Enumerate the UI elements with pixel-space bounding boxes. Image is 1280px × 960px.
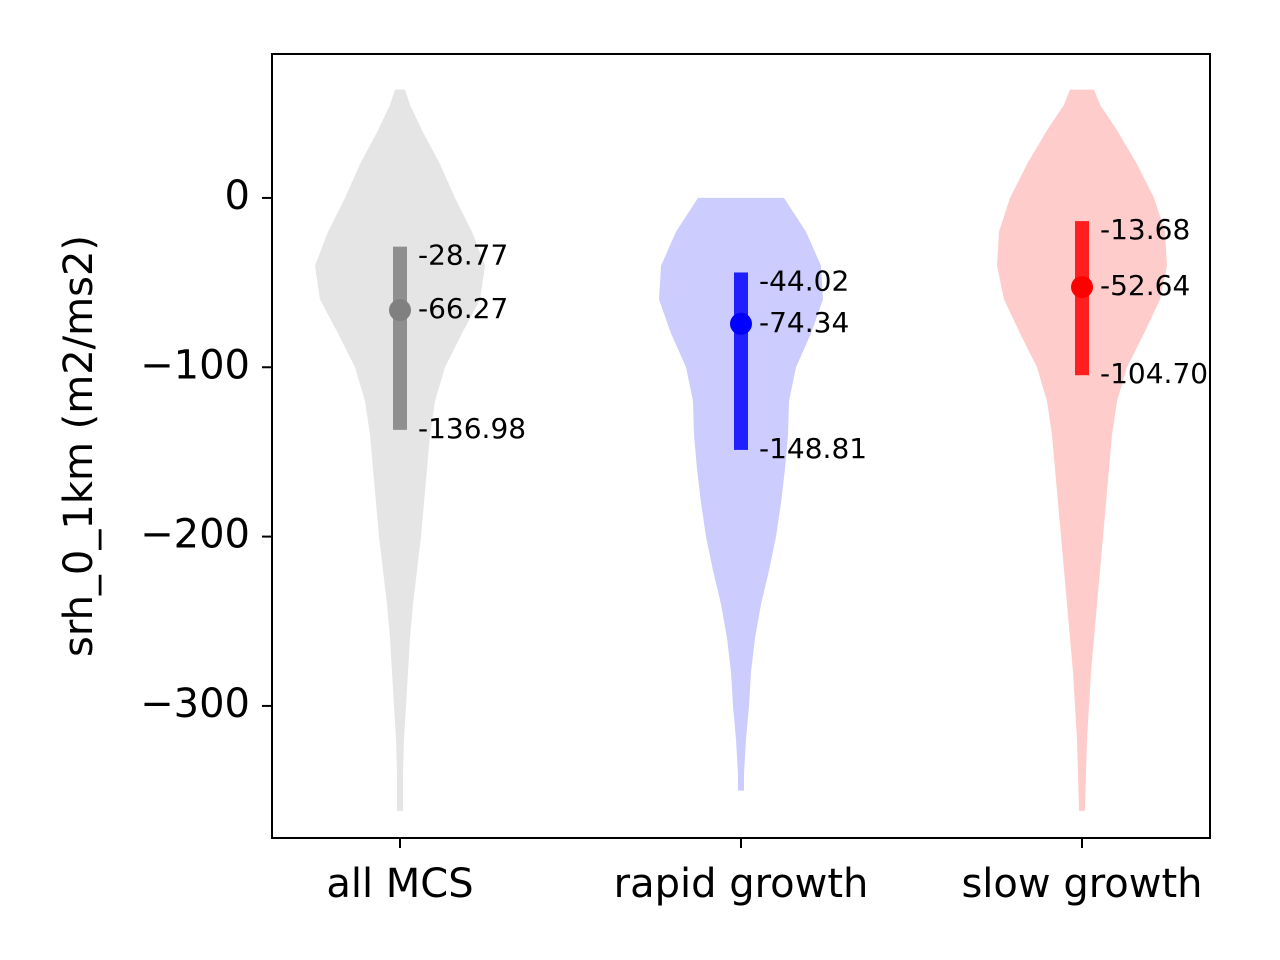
quantile-bar [734,272,748,450]
x-tick-label: rapid growth [614,861,869,907]
upper-quantile-label: -13.68 [1100,213,1190,246]
x-axis: all MCS rapid growth slow growth [326,838,1203,907]
y-tick-label: −100 [140,342,250,388]
median-label: -74.34 [759,306,849,339]
median-point [1071,276,1093,299]
violins [315,89,1167,811]
median-label: -66.27 [418,292,508,325]
lower-quantile-label: -148.81 [759,432,867,465]
upper-quantile-label: -44.02 [759,264,849,297]
y-tick-label: −200 [140,512,250,558]
y-tick-label: −300 [140,681,250,727]
quantile-bar [1075,221,1089,376]
lower-quantile-label: -136.98 [418,412,526,445]
quantile-bar [393,246,407,430]
y-axis-label: srh_0_1km (m2/ms2) [56,235,102,657]
upper-quantile-label: -28.77 [418,239,508,272]
median-label: -52.64 [1100,269,1190,302]
violin-body [315,89,485,811]
violin-body [997,89,1167,811]
y-tick-label: 0 [225,173,250,219]
y-axis: 0 −100 −200 −300 [140,173,272,727]
violin-body [659,197,823,791]
x-tick-label: slow growth [961,861,1202,907]
median-point [730,312,752,335]
x-tick-label: all MCS [326,861,473,907]
median-point [389,299,411,322]
summary-marks: -28.77 -66.27 -136.98 -44.02 -74.34 -148.81 -1… [389,213,1208,465]
lower-quantile-label: -104.70 [1100,357,1208,390]
